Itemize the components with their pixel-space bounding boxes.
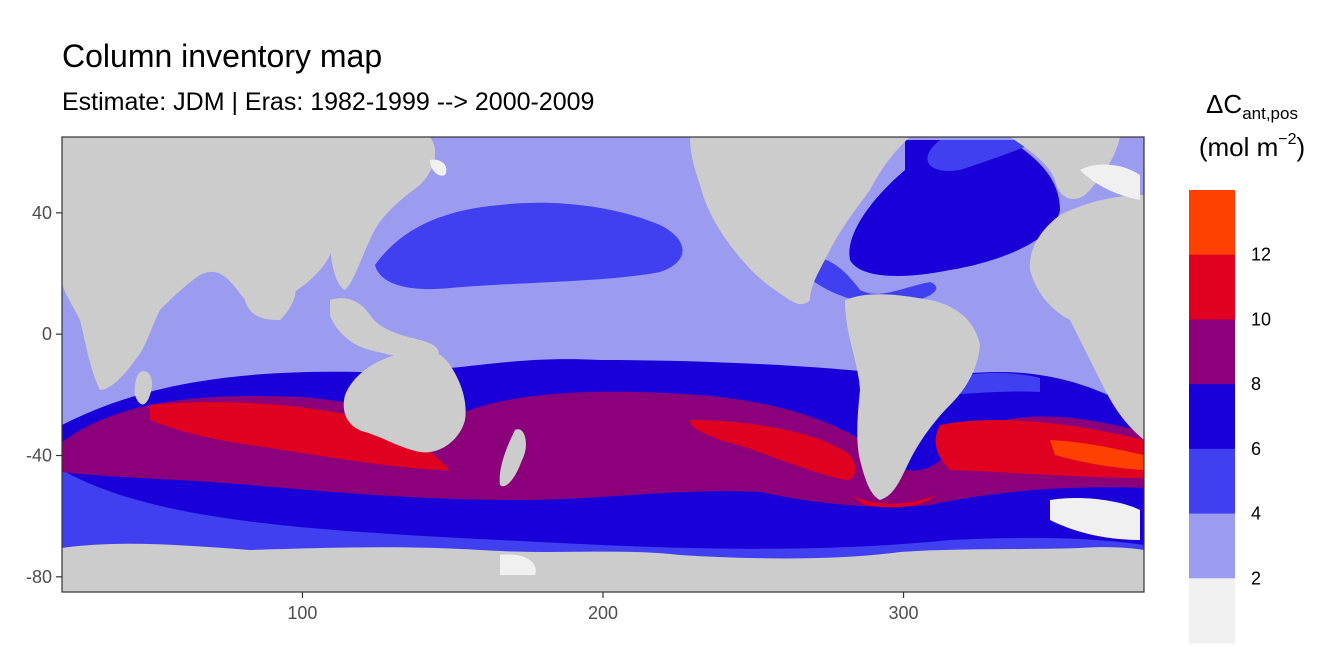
north-pacific-band-4 [375, 202, 683, 290]
legend-unit-pre: (mol m [1198, 132, 1279, 163]
y-tick-label: -80 [26, 567, 52, 587]
legend-unit-sup: −2 [1278, 131, 1297, 149]
land-australia [343, 351, 466, 453]
legend-title-sub: ant,pos [1242, 104, 1298, 123]
y-axis: 40 0 -40 -80 [26, 203, 62, 587]
legend-title: ΔCant,pos (mol m−2) [1182, 84, 1322, 169]
legend-label: 8 [1251, 374, 1261, 394]
y-tick-label: 0 [42, 324, 52, 344]
land-madagascar [134, 371, 152, 405]
land-east-asia [330, 137, 436, 290]
southern-ocean-band-12 [1050, 440, 1144, 470]
x-axis: 100 200 300 [287, 592, 919, 623]
land-antarctica [62, 543, 1144, 592]
legend-swatch [1189, 513, 1235, 579]
legend-swatch [1189, 254, 1235, 320]
legend-colorbar: 12 10 8 6 4 2 [1189, 190, 1271, 644]
land-north-america [690, 137, 910, 305]
north-atlantic-band-6 [849, 140, 1060, 276]
map-title: Column inventory map [62, 38, 383, 74]
legend-label: 10 [1251, 309, 1271, 329]
legend-label: 4 [1251, 504, 1261, 524]
land-new-zealand [499, 429, 526, 487]
land-india [245, 264, 296, 320]
land-southeast-asia [330, 298, 439, 360]
x-tick-label: 100 [287, 603, 317, 623]
legend-swatch [1189, 448, 1235, 515]
y-tick-label: -40 [26, 446, 52, 466]
legend-swatch [1189, 578, 1235, 644]
legend-swatch [1189, 190, 1235, 256]
map-panel [62, 137, 1144, 592]
legend-swatch [1189, 319, 1235, 385]
land-greenland [1010, 137, 1120, 200]
y-tick-label: 40 [32, 203, 52, 223]
legend-label: 6 [1251, 439, 1261, 459]
land-south-america [845, 294, 980, 500]
land-europe-africa-east [1029, 195, 1144, 440]
southern-ocean-band-10 [150, 402, 1144, 508]
legend-unit-post: ) [1296, 132, 1306, 163]
x-tick-label: 200 [588, 603, 618, 623]
map-subtitle: Estimate: JDM | Eras: 1982-1999 --> 2000… [62, 88, 595, 116]
land-masses [62, 137, 1144, 592]
legend-label: 2 [1251, 568, 1261, 588]
legend-swatch [1189, 384, 1235, 450]
ice-patches [430, 159, 1140, 575]
x-tick-label: 300 [889, 603, 919, 623]
legend-label: 12 [1251, 245, 1271, 265]
legend-title-main: ΔC [1206, 89, 1243, 119]
